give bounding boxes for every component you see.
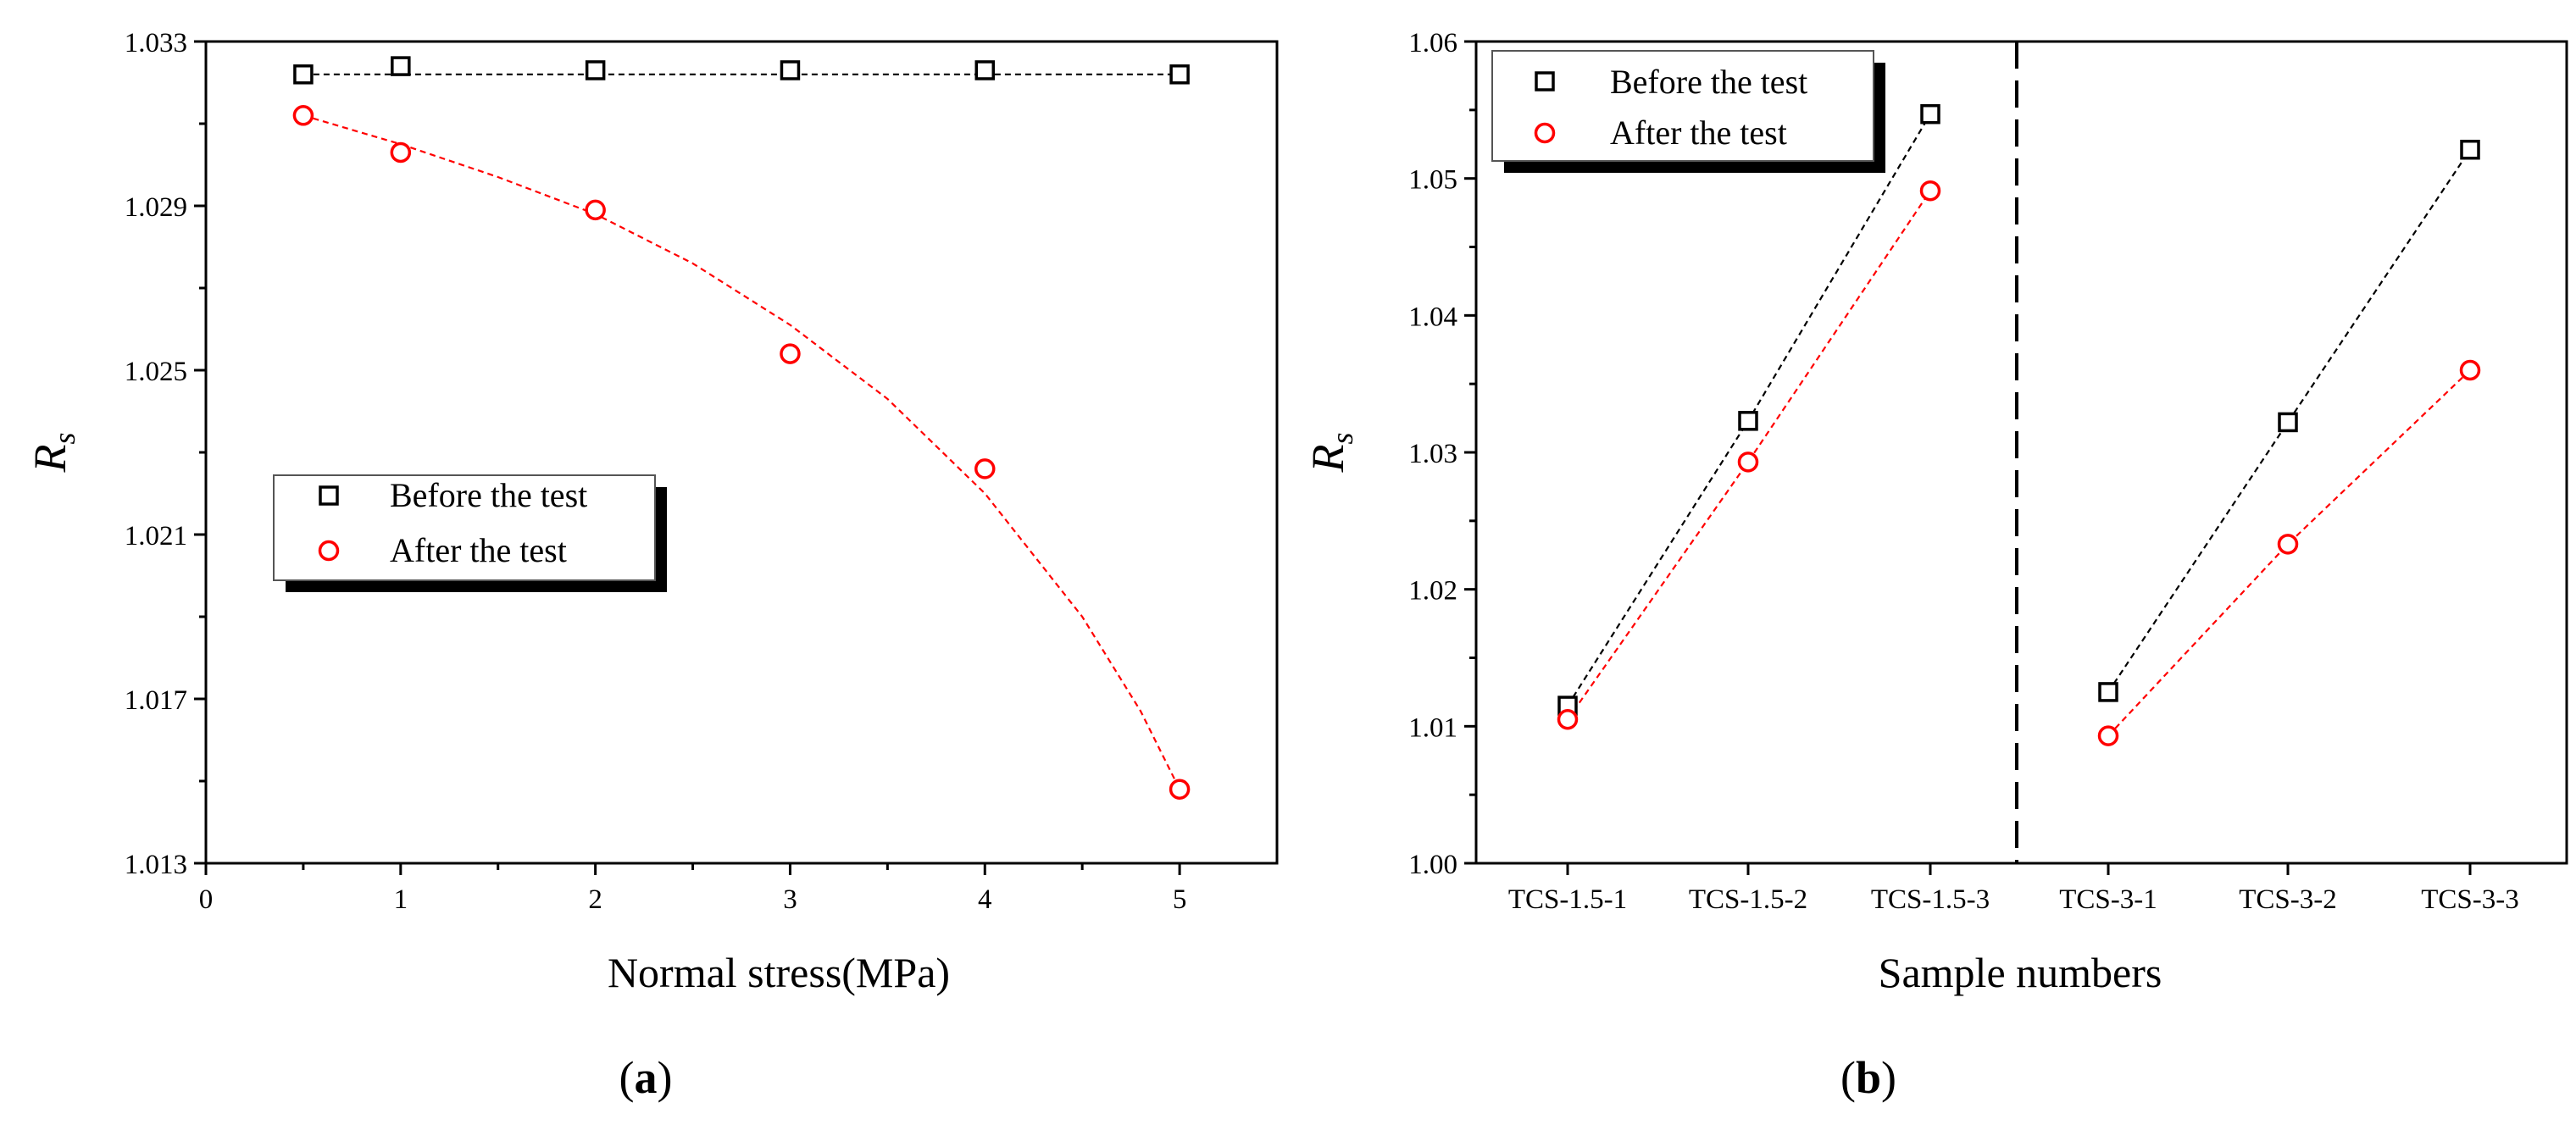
legend-square-marker (1535, 71, 1555, 91)
chart-b-ytick-label: 1.01 (1408, 712, 1457, 743)
chart-a-square-point (391, 56, 411, 76)
chart-b-ytick-label: 1.05 (1408, 165, 1457, 196)
chart-b-ytick-label: 1.00 (1408, 850, 1457, 880)
chart-a-xtick-label: 1 (394, 884, 408, 915)
chart-b-square-point (1738, 411, 1758, 431)
chart-a-legend-before: Before the test (390, 476, 587, 514)
chart-a-frame (204, 40, 1279, 865)
chart-a-ytick-label: 1.033 (125, 28, 187, 58)
chart-a-fit-line-1 (303, 114, 1181, 790)
chart-a-xtick-label: 2 (588, 884, 602, 915)
chart-b-series-line-0-1 (2107, 149, 2471, 693)
chart-b-ytick-label: 1.04 (1408, 302, 1457, 332)
chart-b-circle-point (1557, 709, 1579, 730)
chart-a-ytick-label: 1.021 (125, 521, 187, 551)
chart-b-legend-before: Before the test (1610, 63, 1807, 101)
chart-a-panel-letter: a (635, 1052, 658, 1103)
chart-b-ylabel-main: R (1302, 445, 1353, 474)
chart-b-ytick-label: 1.03 (1408, 439, 1457, 469)
chart-b-legend: Before the test After the test (1491, 50, 1885, 173)
chart-a-ytick-label: 1.017 (125, 685, 187, 716)
chart-b-square-point (1920, 103, 1940, 125)
chart-b-ylabel: Rs (1302, 432, 1359, 473)
chart-a-xtick-label: 3 (783, 884, 797, 915)
chart-a-ylabel-main: R (25, 445, 75, 474)
chart-a: 1.013 1.017 1.021 1.025 1.029 1.033 0 1 2 3 4 5 Be… (25, 28, 1279, 1103)
chart-b-xtick-label: TCS-3-3 (2421, 884, 2519, 915)
chart-b-xtick-label: TCS-3-1 (2059, 884, 2157, 915)
chart-a-square-point (1169, 64, 1190, 85)
chart-a-panel-label: (a) (619, 1052, 673, 1103)
chart-a-circle-point (974, 458, 996, 479)
chart-b-xtick-label: TCS-1.5-3 (1871, 884, 1990, 915)
chart-b-legend-after: After the test (1610, 114, 1787, 152)
chart-b-panel-label: (b) (1840, 1052, 1896, 1103)
chart-b-panel-letter: b (1856, 1052, 1881, 1103)
chart-b-circle-point (2097, 725, 2119, 746)
chart-a-square-point (974, 60, 996, 80)
chart-b-series-line-0-0 (1567, 114, 1931, 707)
chart-a-circle-point (292, 105, 314, 126)
chart-a-ytick-label: 1.029 (125, 192, 187, 223)
chart-b-series-line-1-0 (1567, 190, 1931, 720)
chart-b-xtick-label: TCS-1.5-1 (1508, 884, 1627, 915)
chart-a-square-point (780, 60, 801, 80)
chart-a-legend-after: After the test (390, 531, 567, 569)
chart-a-xlabel: Normal stress(MPa) (608, 949, 950, 996)
chart-b-circle-point (1737, 452, 1759, 473)
chart-b-square-point (2278, 412, 2298, 433)
chart-a-legend: Before the test After the test (273, 474, 667, 592)
chart-b-xtick-label: TCS-1.5-2 (1689, 884, 1807, 915)
chart-b-xtick-label: TCS-3-2 (2239, 884, 2337, 915)
chart-a-ylabel-sub: s (47, 432, 81, 444)
chart-b-circle-point (2277, 534, 2299, 555)
svg-text:Rs: Rs (1302, 432, 1359, 473)
legend-square-marker (319, 485, 339, 506)
chart-a-ytick-label: 1.025 (125, 357, 187, 387)
chart-b-series-line-1-1 (2107, 369, 2471, 737)
chart-b-ytick-label: 1.02 (1408, 576, 1457, 607)
chart-b-circle-point (1919, 180, 1941, 202)
chart-a-circle-point (780, 343, 801, 364)
chart-b-legend-box (1491, 50, 1874, 162)
chart-a-circle-point (1169, 779, 1191, 800)
chart-a-xtick-label: 0 (199, 884, 214, 915)
chart-a-xtick-label: 5 (1173, 884, 1187, 915)
chart-b-square-point (2098, 682, 2118, 702)
legend-circle-marker (318, 540, 340, 562)
chart-a-ylabel: Rs (25, 432, 81, 473)
chart-a-xtick-label: 4 (978, 884, 992, 915)
chart-b-ylabel-sub: s (1325, 432, 1359, 444)
chart-b-circle-point (2459, 359, 2481, 381)
chart-b-square-point (2460, 139, 2480, 160)
chart-a-circle-point (585, 199, 606, 221)
chart-a-square-point (585, 60, 606, 80)
legend-circle-marker (1534, 122, 1556, 144)
chart-a-square-point (293, 64, 314, 85)
chart-b-xlabel: Sample numbers (1879, 949, 2162, 996)
svg-text:Rs: Rs (25, 432, 81, 473)
chart-b: 1.00 1.01 1.02 1.03 1.04 1.05 1.06 TCS-1.5-1 TC… (1302, 28, 2568, 1103)
chart-b-ytick-label: 1.06 (1408, 28, 1457, 58)
chart-a-circle-point (390, 141, 412, 163)
chart-a-ytick-label: 1.013 (125, 850, 187, 880)
